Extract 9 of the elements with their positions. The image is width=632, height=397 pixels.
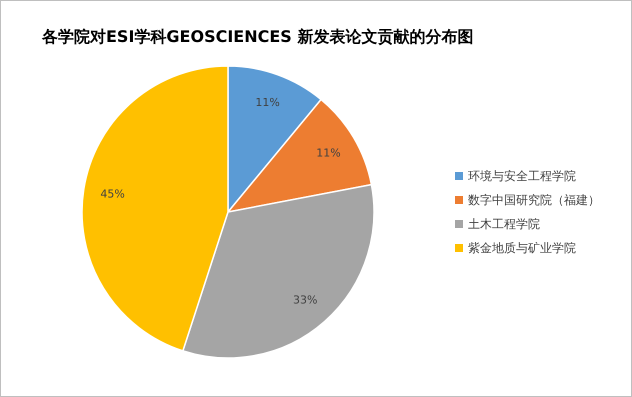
legend-label: 数字中国研究院（福建） xyxy=(468,193,600,207)
data-label: 33% xyxy=(293,294,318,307)
data-label: 11% xyxy=(316,146,341,160)
legend-label: 紫金地质与矿业学院 xyxy=(468,241,576,255)
chart-title: 各学院对ESI学科GEOSCIENCES 新发表论文贡献的分布图 xyxy=(41,27,474,46)
legend-label: 土木工程学院 xyxy=(468,217,540,231)
legend-label: 环境与安全工程学院 xyxy=(468,169,576,183)
data-label: 45% xyxy=(100,188,125,201)
data-label: 11% xyxy=(255,96,280,110)
